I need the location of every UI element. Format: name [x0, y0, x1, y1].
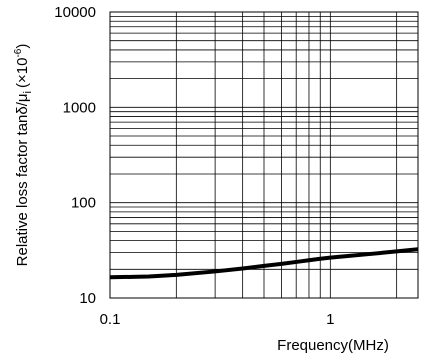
x-axis-title: Frequency(MHz) — [277, 337, 389, 354]
y-axis-title-main: Relative loss factor tanδ/μ — [14, 93, 31, 266]
x-tick-label: 1 — [326, 311, 334, 328]
y-axis-title-unit-close: ) — [14, 44, 31, 49]
y-axis-title-exponent: -6 — [13, 48, 24, 57]
y-axis-title-unit: (×10 — [14, 58, 31, 88]
y-tick-label: 10000 — [54, 4, 96, 21]
y-tick-label: 100 — [71, 195, 96, 212]
y-tick-label: 1000 — [63, 99, 96, 116]
loss-factor-series-line — [109, 247, 419, 280]
y-axis-title-subscript: i — [22, 91, 34, 93]
series-layer — [109, 247, 419, 280]
x-tick-label: 0.1 — [100, 311, 121, 328]
y-axis-title: Relative loss factor tanδ/μi (×10-6) — [13, 44, 34, 267]
y-tick-label: 10 — [79, 290, 96, 307]
plot-frame — [109, 11, 419, 299]
tick-labels: 0.1 1 10 100 1000 10000 — [54, 4, 334, 328]
